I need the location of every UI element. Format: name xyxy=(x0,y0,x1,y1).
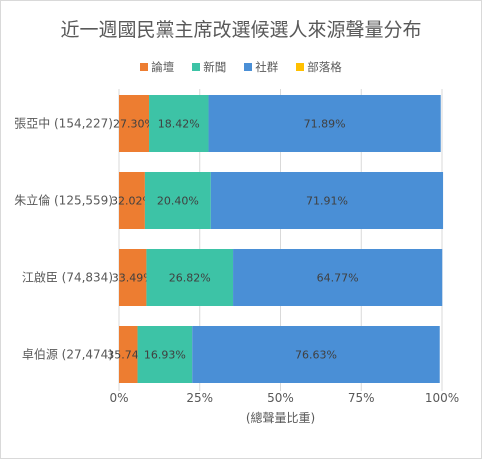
data-label: 64.77% xyxy=(317,272,359,285)
data-label: 33.49% xyxy=(112,272,154,285)
bar-segment xyxy=(137,326,193,383)
data-label: 26.82% xyxy=(169,272,211,285)
bar-segment xyxy=(208,95,441,152)
legend-item-blog: 部落格 xyxy=(296,59,342,75)
legend-swatch xyxy=(192,63,201,71)
bar-segment xyxy=(146,249,234,306)
data-label: 76.63% xyxy=(295,349,337,362)
category-label: 卓伯源 (27,474) xyxy=(22,347,113,362)
legend-item-forum: 論壇 xyxy=(140,59,174,75)
data-label: 27.30% xyxy=(113,118,155,131)
data-label: 20.40% xyxy=(157,195,199,208)
bar-segment xyxy=(149,95,209,152)
bar-segment xyxy=(119,249,147,306)
x-tick-label: 25% xyxy=(186,391,213,405)
legend-swatch xyxy=(244,63,253,71)
data-label: 71.89% xyxy=(304,118,346,131)
chart-legend: 論壇 新聞 社群 部落格 xyxy=(1,59,481,75)
category-label: 江啟臣 (74,834) xyxy=(22,270,113,285)
bar-segment xyxy=(119,172,145,229)
data-label: 32.02% xyxy=(111,195,153,208)
x-axis-title: (總聲量比重) xyxy=(246,410,315,425)
legend-swatch xyxy=(140,63,149,71)
category-label: 朱立倫 (125,559) xyxy=(14,193,113,208)
data-label: 71.91% xyxy=(306,195,348,208)
bar-segment xyxy=(144,172,211,229)
bar-segment xyxy=(233,249,443,306)
bar-segment xyxy=(192,326,440,383)
legend-swatch xyxy=(296,63,305,71)
legend-label: 部落格 xyxy=(307,60,342,74)
legend-label: 論壇 xyxy=(151,60,175,74)
bar-segment xyxy=(119,95,150,152)
legend-label: 社群 xyxy=(255,60,279,74)
legend-label: 新聞 xyxy=(203,60,227,74)
data-label: 18.42% xyxy=(158,118,200,131)
category-label: 張亞中 (154,227) xyxy=(14,116,113,131)
data-label: 16.93% xyxy=(144,349,186,362)
bar-segment xyxy=(119,326,138,383)
legend-item-social: 社群 xyxy=(244,59,278,75)
bar-segment xyxy=(210,172,444,229)
x-tick-label: 0% xyxy=(109,391,128,405)
x-tick-label: 50% xyxy=(267,391,294,405)
chart-title: 近一週國民黨主席改選候選人來源聲量分布 xyxy=(60,19,422,41)
legend-item-news: 新聞 xyxy=(192,59,226,75)
x-tick-label: 100% xyxy=(425,391,459,405)
x-tick-label: 75% xyxy=(348,391,375,405)
